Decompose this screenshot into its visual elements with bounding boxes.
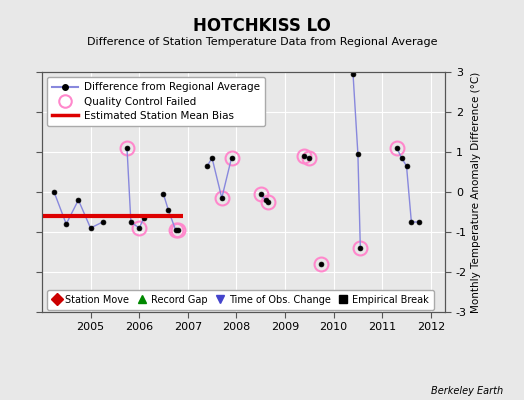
Text: HOTCHKISS LO: HOTCHKISS LO bbox=[193, 17, 331, 35]
Legend: Station Move, Record Gap, Time of Obs. Change, Empirical Break: Station Move, Record Gap, Time of Obs. C… bbox=[47, 290, 433, 310]
Y-axis label: Monthly Temperature Anomaly Difference (°C): Monthly Temperature Anomaly Difference (… bbox=[471, 71, 481, 313]
Text: Berkeley Earth: Berkeley Earth bbox=[431, 386, 503, 396]
Text: Difference of Station Temperature Data from Regional Average: Difference of Station Temperature Data f… bbox=[87, 37, 437, 47]
